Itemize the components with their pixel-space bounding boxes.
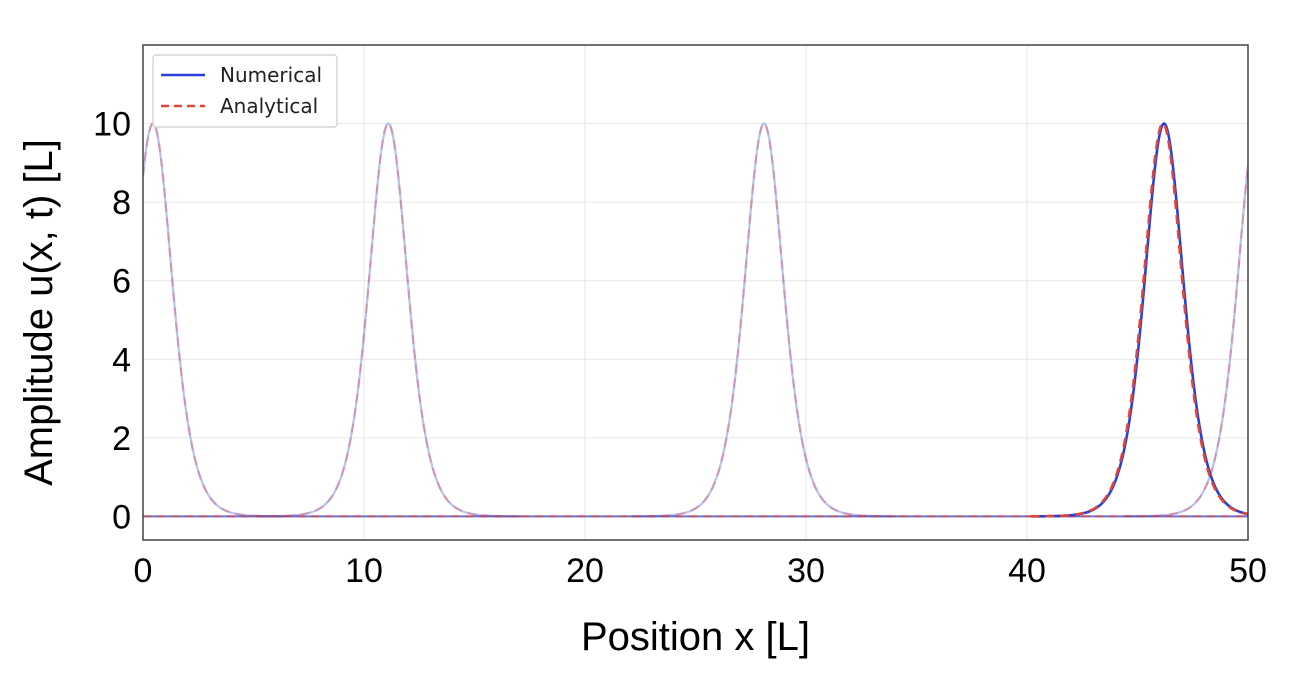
legend-label-analytical: Analytical <box>220 94 318 118</box>
series-line-analytical-peak <box>1030 122 1248 518</box>
x-tick-label: 10 <box>345 552 383 590</box>
y-tick-label: 0 <box>112 498 131 536</box>
series-line-analytical-faint-peak <box>143 122 286 518</box>
legend: Numerical Analytical <box>152 54 338 128</box>
tick-labels: 0 10 20 30 40 50 0 2 4 6 8 10 <box>93 106 1267 590</box>
y-axis-label: Amplitude u(x, t) [L] <box>17 139 61 486</box>
y-tick-label: 4 <box>112 341 131 379</box>
plot-frame <box>142 44 1249 541</box>
legend-label-numerical: Numerical <box>220 63 322 87</box>
series-line-analytical-faint-peak <box>1124 165 1248 518</box>
x-tick-label: 20 <box>566 552 604 590</box>
series-line-numerical-faint-peak <box>143 122 286 518</box>
series-line-numerical-faint-peak <box>631 122 897 518</box>
x-tick-label: 50 <box>1229 552 1267 590</box>
series-line-numerical-faint-peak <box>255 122 521 518</box>
series-line-numerical-faint-peak <box>1124 165 1248 518</box>
y-tick-label: 6 <box>112 263 131 301</box>
x-tick-label: 0 <box>134 552 153 590</box>
y-tick-label: 8 <box>112 184 131 222</box>
y-tick-label: 10 <box>93 106 131 144</box>
x-tick-label: 30 <box>787 552 825 590</box>
y-tick-label: 2 <box>112 420 131 458</box>
legend-box <box>152 54 338 128</box>
series-layer <box>143 122 1248 518</box>
x-axis-label: Position x [L] <box>581 615 810 659</box>
x-tick-label: 40 <box>1008 552 1046 590</box>
